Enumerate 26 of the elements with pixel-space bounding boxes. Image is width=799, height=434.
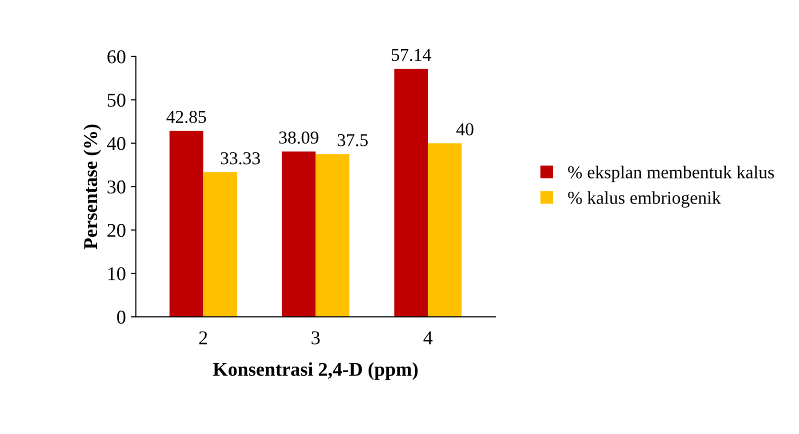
data-label: 38.09 <box>279 131 318 144</box>
data-label: 37.5 <box>338 134 368 146</box>
x-tick-label: 2 <box>199 331 208 344</box>
data-label: 57.14 <box>392 48 432 62</box>
bar <box>203 172 237 317</box>
bar <box>428 143 462 317</box>
x-axis-title: Konsentrasi 2,4-D (ppm) <box>213 362 418 380</box>
y-tick-label: 50 <box>108 94 126 107</box>
y-axis-title: Persentase (%) <box>83 124 102 250</box>
bar <box>316 154 350 317</box>
y-tick-label: 0 <box>117 310 126 324</box>
y-tick-label: 60 <box>108 50 126 64</box>
bar <box>282 152 316 317</box>
y-tick-label: 10 <box>108 267 126 280</box>
data-label: 40 <box>456 123 474 136</box>
data-label: 42.85 <box>166 110 206 124</box>
y-tick-label: 20 <box>108 224 126 237</box>
bar <box>394 68 428 317</box>
legend-label: % kalus embriogenik <box>568 191 721 208</box>
y-tick-label: 30 <box>108 180 126 194</box>
x-tick-label: 4 <box>423 331 433 344</box>
data-label: 33.33 <box>220 152 260 164</box>
x-tick-label: 3 <box>312 331 320 344</box>
y-tick-label: 40 <box>107 137 126 150</box>
legend-label: % eksplan membentuk kalus <box>568 166 774 182</box>
bar <box>170 130 204 317</box>
